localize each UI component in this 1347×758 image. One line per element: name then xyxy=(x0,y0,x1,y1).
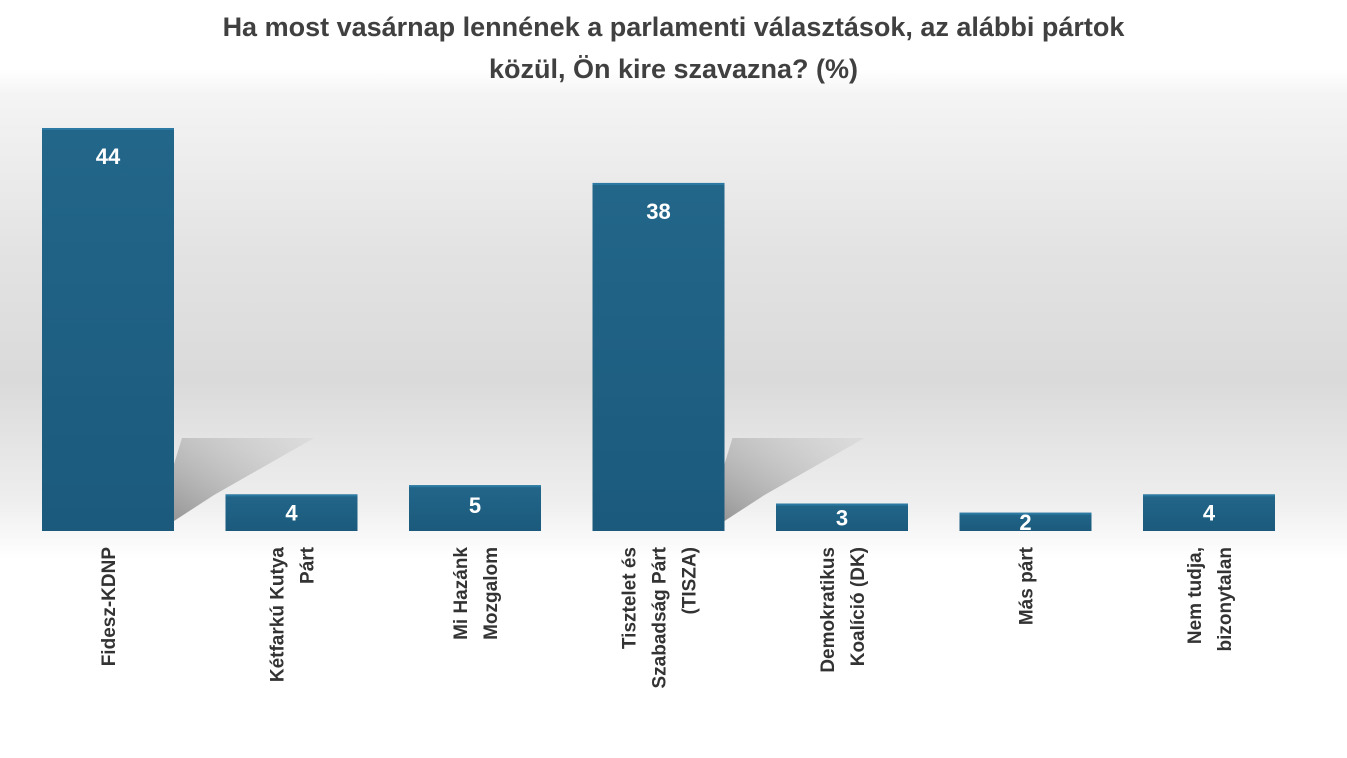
bar xyxy=(409,485,541,531)
category-label-line: Mozgalom xyxy=(481,547,502,640)
bar xyxy=(1143,494,1275,531)
category-label-line: Nem tudja, xyxy=(1185,547,1206,644)
data-label: 3 xyxy=(836,505,848,530)
bar xyxy=(776,503,908,531)
category-label-line: Demokratikus xyxy=(818,547,839,673)
bar-top-edge xyxy=(42,128,174,130)
bar-top-edge xyxy=(1143,494,1275,497)
bar-top-edge xyxy=(225,494,358,497)
category-label: Tisztelet és Szabadság Párt (TISZA) xyxy=(620,546,701,688)
chart-title-line-2: közül, Ön kire szavazna? (%) xyxy=(488,54,859,84)
bar-top-edge xyxy=(776,503,908,506)
category-label-line: Koalíció (DK) xyxy=(848,547,869,666)
category-label: Kétfarkú Kutya Párt xyxy=(268,546,319,682)
category-label-line: Más párt xyxy=(1017,546,1038,625)
bar xyxy=(225,494,358,531)
data-label: 44 xyxy=(96,144,121,169)
bar xyxy=(959,512,1092,531)
category-label-line: Párt xyxy=(298,546,319,584)
bar xyxy=(42,128,174,531)
category-label-line: Fidesz-KDNP xyxy=(99,547,120,667)
bar-top-edge xyxy=(409,485,541,488)
category-label-line: Szabadság Párt xyxy=(650,546,671,688)
data-label: 38 xyxy=(646,199,670,224)
category-label-line: Kétfarkú Kutya xyxy=(268,547,289,683)
bars-group xyxy=(42,128,1275,532)
category-label-line: Mi Hazánk xyxy=(451,547,472,640)
bar-top-edge xyxy=(959,512,1092,515)
bar-shadows xyxy=(174,438,865,521)
category-label: Demokratikus Koalíció (DK) xyxy=(818,547,869,673)
category-label: Nem tudja, bizonytalan xyxy=(1185,547,1236,652)
category-label: Más párt xyxy=(1017,546,1038,625)
chart-title-line-1: Ha most vasárnap lennének a parlamenti v… xyxy=(222,12,1125,42)
category-label-line: Tisztelet és xyxy=(620,547,641,649)
category-label: Mi Hazánk Mozgalom xyxy=(451,547,502,640)
category-label: Fidesz-KDNP xyxy=(99,547,120,667)
category-label-line: bizonytalan xyxy=(1215,547,1236,652)
category-labels-group: Fidesz-KDNP Kétfarkú Kutya Párt Mi Hazánk Mo… xyxy=(99,546,1236,688)
category-label-line: (TISZA) xyxy=(680,547,701,615)
data-label: 4 xyxy=(285,501,298,526)
bar-top-edge xyxy=(592,182,725,185)
data-label: 2 xyxy=(1019,510,1031,535)
bar xyxy=(592,182,725,532)
chart-title: Ha most vasárnap lennének a parlamenti v… xyxy=(0,6,1347,90)
bar-shadow xyxy=(724,438,865,521)
bar-shadow xyxy=(174,438,314,521)
data-label: 5 xyxy=(469,493,481,518)
data-label: 4 xyxy=(1203,501,1216,526)
